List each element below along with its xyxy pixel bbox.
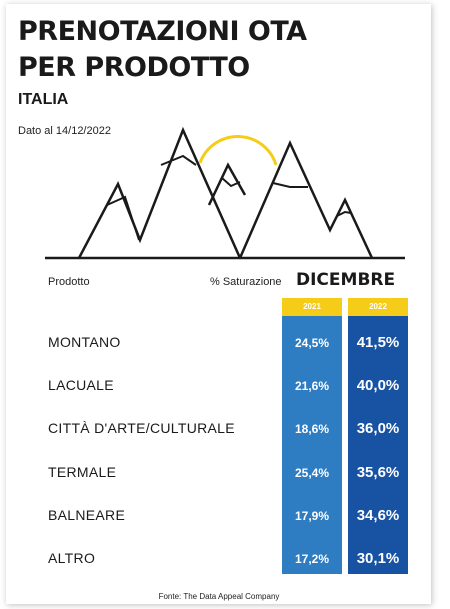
column-2022: 2022	[348, 298, 408, 574]
mountain-left	[77, 126, 242, 259]
value-2022: 35,6%	[356, 463, 400, 481]
date-note: Dato al 14/12/2022	[18, 125, 111, 137]
value-2022: 36,0%	[356, 420, 400, 438]
row-label: LACUALE	[48, 377, 114, 394]
row-label: MONTANO	[48, 334, 121, 350]
column-2021-fill	[282, 316, 342, 574]
value-2022: 30,1%	[356, 550, 400, 567]
value-2021: 25,4%	[294, 465, 330, 480]
row-label: CITTÀ D'ARTE/CULTURALE	[48, 420, 235, 437]
column-2022-fill	[348, 316, 408, 574]
header-saturation: % Saturazione	[210, 276, 282, 288]
year-label-2022: 2022	[348, 298, 408, 316]
year-label-2021: 2021	[282, 298, 342, 316]
title-line-2: PER PRODOTTO	[18, 52, 250, 83]
snow-line-5	[336, 210, 352, 217]
page-title: PRENOTAZIONI OTA PER PRODOTTO	[18, 14, 307, 86]
value-2021: 17,9%	[294, 508, 330, 523]
value-2021: 17,2%	[294, 552, 330, 566]
value-2021: 24,5%	[294, 336, 330, 350]
mountain-middle	[207, 162, 247, 206]
snow-line-2	[160, 154, 197, 166]
row-label: ALTRO	[48, 550, 96, 566]
subtitle: ITALIA	[18, 91, 69, 108]
snow-line-4	[272, 182, 308, 188]
value-2022: 41,5%	[356, 334, 400, 351]
value-2021: 21,6%	[294, 379, 330, 394]
header-month: DICEMBRE	[296, 270, 396, 290]
value-2022: 34,6%	[356, 506, 400, 524]
column-2021: 2021	[282, 298, 342, 574]
snow-line-1	[106, 195, 140, 241]
mountains-illustration	[45, 126, 405, 260]
value-2021: 18,6%	[294, 422, 330, 437]
value-2022: 40,0%	[356, 377, 400, 395]
sun-arc	[198, 134, 278, 166]
row-label: TERMALE	[48, 463, 117, 480]
mountain-right	[238, 139, 374, 259]
header-product: Prodotto	[48, 276, 90, 288]
snow-line-3	[221, 177, 241, 188]
row-label: BALNEARE	[48, 506, 126, 523]
title-line-1: PRENOTAZIONI OTA	[18, 16, 307, 47]
source-note: Fonte: The Data Appeal Company	[158, 592, 280, 601]
